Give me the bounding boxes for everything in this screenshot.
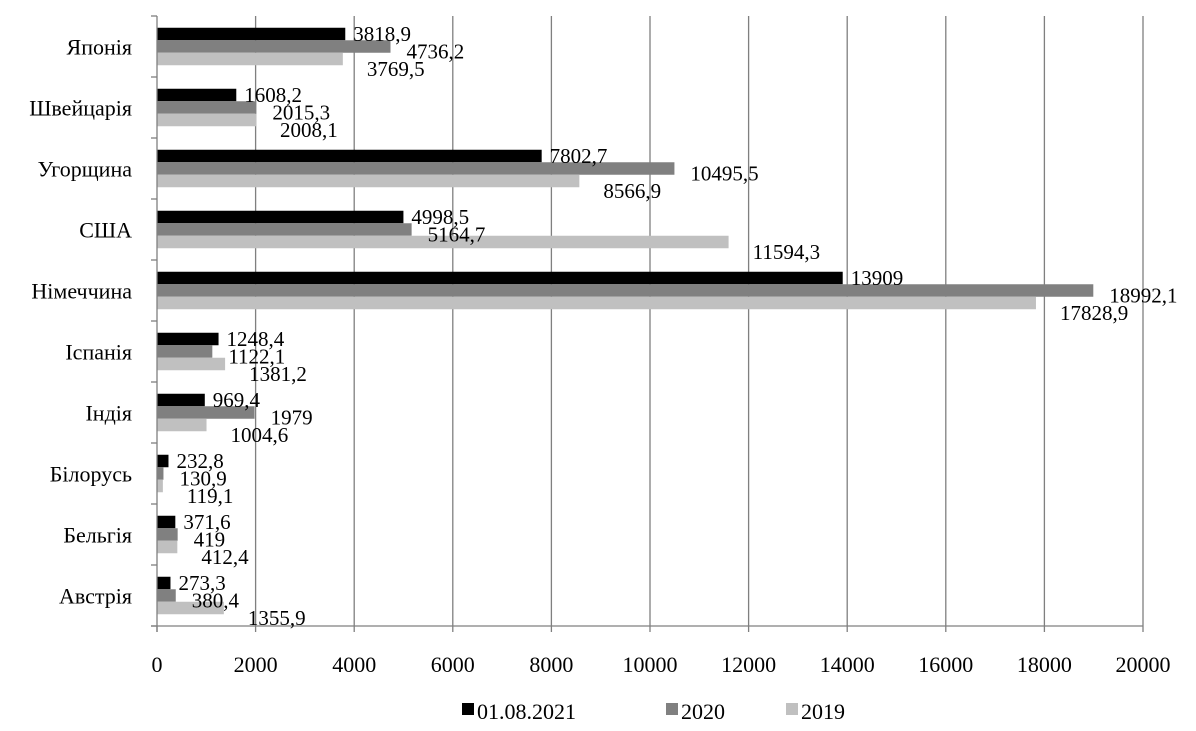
bar xyxy=(157,284,1094,297)
data-label: 4736,2 xyxy=(406,40,464,64)
data-label: 11594,3 xyxy=(753,240,820,264)
legend: 01.08.2021 2020 2019 xyxy=(462,699,845,724)
legend-label: 01.08.2021 xyxy=(477,699,576,724)
x-tick-label: 12000 xyxy=(721,652,776,677)
legend-swatch xyxy=(462,703,474,715)
data-label: 1004,6 xyxy=(231,423,289,447)
bar xyxy=(157,296,1036,310)
x-tick-label: 2000 xyxy=(234,652,278,677)
bar xyxy=(157,27,346,41)
bar xyxy=(157,162,675,175)
bar xyxy=(157,235,729,249)
gridlines xyxy=(254,16,1144,626)
bar xyxy=(157,515,176,529)
category-label: Індія xyxy=(85,401,132,426)
data-label: 1979 xyxy=(271,406,313,430)
data-label: 2015,3 xyxy=(272,101,330,125)
bar xyxy=(157,576,171,590)
bar xyxy=(157,345,213,358)
axes: 0 2000 4000 6000 8000 10000 12000 14000 16000 180… xyxy=(29,15,1171,677)
data-label: 380,4 xyxy=(192,589,240,613)
x-tick-label: 20000 xyxy=(1116,652,1171,677)
data-label: 371,6 xyxy=(183,510,230,534)
bar xyxy=(157,589,176,602)
x-tick-label: 4000 xyxy=(332,652,376,677)
bar xyxy=(157,332,219,346)
bar xyxy=(157,540,178,554)
data-label: 3818,9 xyxy=(353,22,411,46)
category-label: Японія xyxy=(67,35,132,60)
bar xyxy=(157,210,404,224)
bar xyxy=(157,40,391,53)
category-label: Бельгія xyxy=(63,523,132,548)
data-label: 3769,5 xyxy=(367,57,425,81)
data-label: 8566,9 xyxy=(603,179,661,203)
x-tick-label: 6000 xyxy=(431,652,475,677)
legend-label: 2020 xyxy=(681,699,725,724)
bar xyxy=(157,479,163,493)
data-label: 1381,2 xyxy=(249,362,307,386)
bar xyxy=(157,393,205,407)
x-tick-label: 18000 xyxy=(1017,652,1072,677)
category-label: Угорщина xyxy=(38,157,133,182)
bar xyxy=(157,528,178,541)
bar xyxy=(157,406,255,419)
bar xyxy=(157,174,580,188)
bar xyxy=(157,418,207,432)
data-label: 419 xyxy=(194,528,226,552)
bar xyxy=(157,271,843,285)
legend-swatch xyxy=(786,703,798,715)
data-label: 18992,1 xyxy=(1109,284,1177,308)
bar xyxy=(157,454,169,468)
data-label: 232,8 xyxy=(176,449,223,473)
x-tick-label: 16000 xyxy=(918,652,973,677)
data-label: 1608,2 xyxy=(244,83,302,107)
category-label: Іспанія xyxy=(65,340,132,365)
category-label: Німеччина xyxy=(31,279,132,304)
bar xyxy=(157,601,224,615)
bar xyxy=(157,357,226,371)
data-label: 17828,9 xyxy=(1060,301,1128,325)
category-label: Швейцарія xyxy=(29,96,132,121)
legend-label: 2019 xyxy=(801,699,845,724)
data-label: 4998,5 xyxy=(411,205,469,229)
bars xyxy=(157,27,1094,615)
data-label: 2008,1 xyxy=(280,118,338,142)
data-label: 412,4 xyxy=(201,545,249,569)
data-label: 273,3 xyxy=(178,571,225,595)
bar xyxy=(157,223,412,236)
bar xyxy=(157,149,542,163)
category-label: Австрія xyxy=(59,584,132,609)
data-label: 130,9 xyxy=(179,467,226,491)
data-label: 13909 xyxy=(851,266,904,290)
data-label: 5164,7 xyxy=(428,223,486,247)
x-tick-label: 8000 xyxy=(529,652,573,677)
data-label: 1122,1 xyxy=(228,345,285,369)
data-label: 1355,9 xyxy=(248,606,306,630)
data-label: 969,4 xyxy=(213,388,261,412)
bar xyxy=(157,52,343,66)
data-label: 10495,5 xyxy=(690,162,758,186)
data-label: 1248,4 xyxy=(227,327,285,351)
data-label: 7802,7 xyxy=(550,144,608,168)
category-label: Білорусь xyxy=(50,462,132,487)
x-tick-label: 10000 xyxy=(623,652,678,677)
bar xyxy=(157,88,237,102)
bar xyxy=(157,467,164,480)
data-label: 119,1 xyxy=(187,484,233,508)
bar xyxy=(157,101,257,114)
x-tick-label: 14000 xyxy=(820,652,875,677)
legend-swatch xyxy=(666,703,678,715)
x-tick-label: 0 xyxy=(152,652,163,677)
bar xyxy=(157,113,256,127)
category-label: США xyxy=(79,218,132,243)
